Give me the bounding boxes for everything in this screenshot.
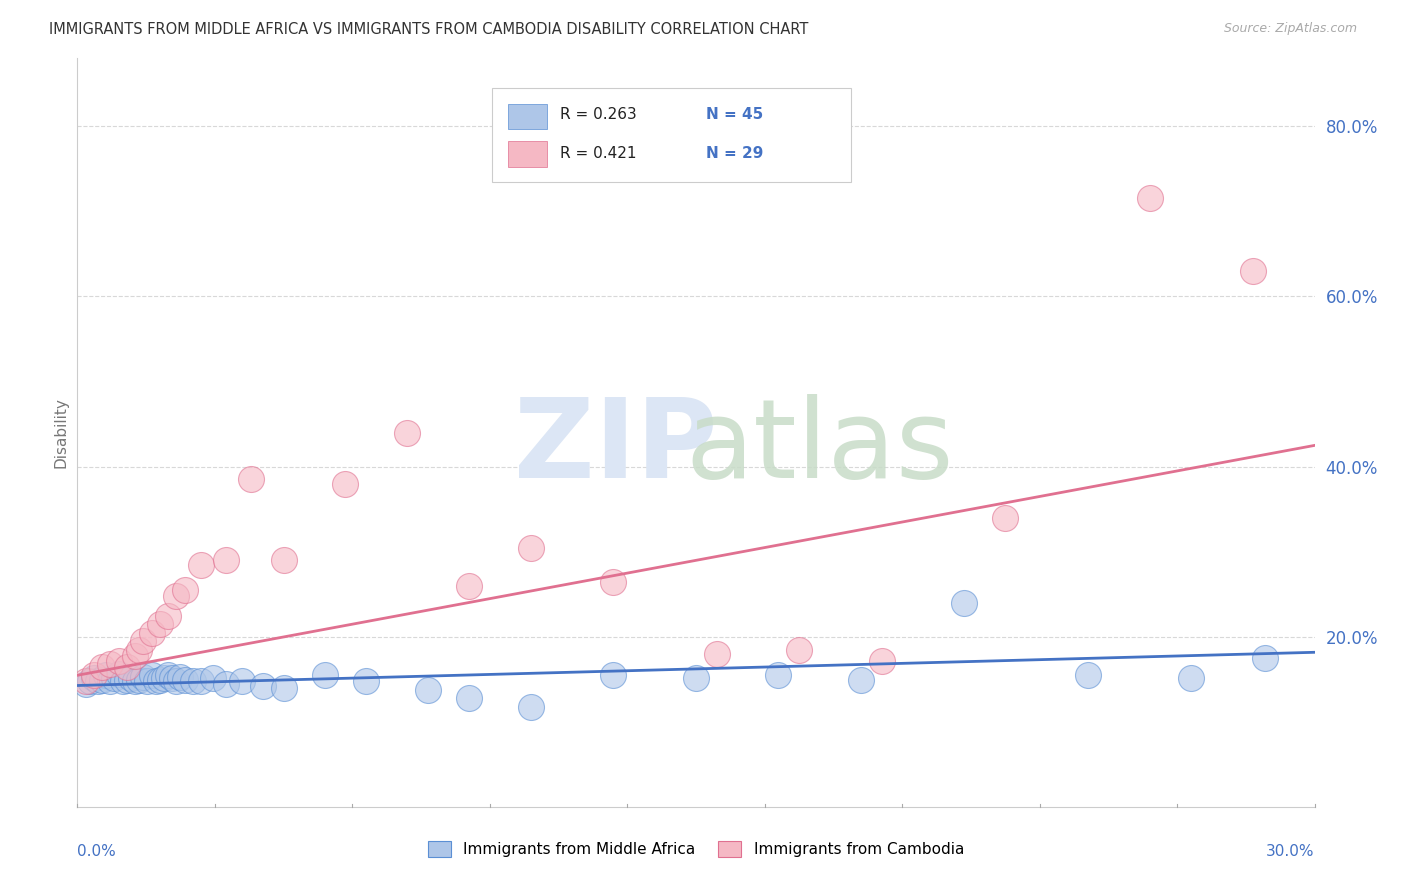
- Point: [83, 668, 105, 682]
- Point: [160, 671, 183, 685]
- Text: Source: ZipAtlas.com: Source: ZipAtlas.com: [1223, 22, 1357, 36]
- Point: [706, 647, 728, 661]
- Point: [870, 654, 893, 668]
- Point: [98, 657, 121, 672]
- Point: [120, 671, 142, 685]
- Point: [169, 670, 191, 684]
- Point: [458, 691, 481, 706]
- Point: [124, 674, 146, 689]
- Point: [79, 674, 101, 689]
- Point: [141, 668, 163, 682]
- Point: [91, 660, 114, 674]
- Point: [458, 579, 481, 593]
- Point: [115, 673, 138, 687]
- FancyBboxPatch shape: [508, 103, 547, 129]
- Point: [124, 648, 146, 663]
- Point: [75, 677, 97, 691]
- Point: [520, 699, 543, 714]
- Point: [1180, 671, 1202, 685]
- Point: [1139, 191, 1161, 205]
- Point: [111, 674, 134, 689]
- Point: [953, 596, 976, 610]
- Point: [115, 660, 138, 674]
- Point: [239, 472, 262, 486]
- Point: [215, 553, 238, 567]
- Text: N = 45: N = 45: [706, 107, 763, 122]
- Point: [128, 673, 150, 687]
- Point: [165, 589, 187, 603]
- Point: [173, 583, 195, 598]
- Point: [141, 625, 163, 640]
- Text: IMMIGRANTS FROM MIDDLE AFRICA VS IMMIGRANTS FROM CAMBODIA DISABILITY CORRELATION: IMMIGRANTS FROM MIDDLE AFRICA VS IMMIGRA…: [49, 22, 808, 37]
- Point: [416, 682, 439, 697]
- Point: [849, 673, 872, 687]
- Point: [153, 671, 176, 685]
- Point: [132, 670, 155, 684]
- Point: [273, 681, 295, 695]
- Point: [149, 617, 172, 632]
- Point: [602, 668, 624, 682]
- Point: [145, 674, 167, 689]
- Point: [314, 668, 336, 682]
- Point: [128, 642, 150, 657]
- Point: [1241, 264, 1264, 278]
- Point: [273, 553, 295, 567]
- Point: [994, 510, 1017, 524]
- Point: [520, 541, 543, 555]
- Point: [1077, 668, 1099, 682]
- Point: [107, 667, 129, 681]
- Point: [252, 679, 274, 693]
- Point: [354, 674, 377, 689]
- Point: [132, 634, 155, 648]
- Text: atlas: atlas: [686, 394, 953, 501]
- Point: [787, 642, 810, 657]
- Point: [98, 674, 121, 689]
- FancyBboxPatch shape: [508, 141, 547, 167]
- Point: [83, 671, 105, 685]
- Point: [157, 668, 180, 682]
- Point: [96, 668, 118, 682]
- Text: R = 0.263: R = 0.263: [560, 107, 637, 122]
- Text: R = 0.421: R = 0.421: [560, 145, 637, 161]
- Point: [165, 674, 187, 689]
- Point: [173, 673, 195, 687]
- Point: [190, 558, 212, 572]
- Point: [103, 671, 125, 685]
- Point: [685, 671, 707, 685]
- Point: [107, 654, 129, 668]
- Text: 30.0%: 30.0%: [1267, 844, 1315, 859]
- Point: [75, 674, 97, 689]
- FancyBboxPatch shape: [492, 88, 851, 182]
- Point: [335, 476, 357, 491]
- Point: [768, 668, 790, 682]
- Point: [149, 673, 172, 687]
- Point: [202, 671, 225, 685]
- Text: ZIP: ZIP: [513, 394, 717, 501]
- Legend: Immigrants from Middle Africa, Immigrants from Cambodia: Immigrants from Middle Africa, Immigrant…: [422, 835, 970, 863]
- Point: [602, 574, 624, 589]
- Y-axis label: Disability: Disability: [53, 397, 69, 468]
- Point: [157, 608, 180, 623]
- Text: N = 29: N = 29: [706, 145, 763, 161]
- Point: [136, 674, 159, 689]
- Point: [215, 677, 238, 691]
- Point: [181, 674, 204, 689]
- Point: [396, 425, 419, 440]
- Point: [87, 674, 110, 689]
- Text: 0.0%: 0.0%: [77, 844, 117, 859]
- Point: [91, 673, 114, 687]
- Point: [1254, 651, 1277, 665]
- Point: [190, 674, 212, 689]
- Point: [231, 674, 253, 689]
